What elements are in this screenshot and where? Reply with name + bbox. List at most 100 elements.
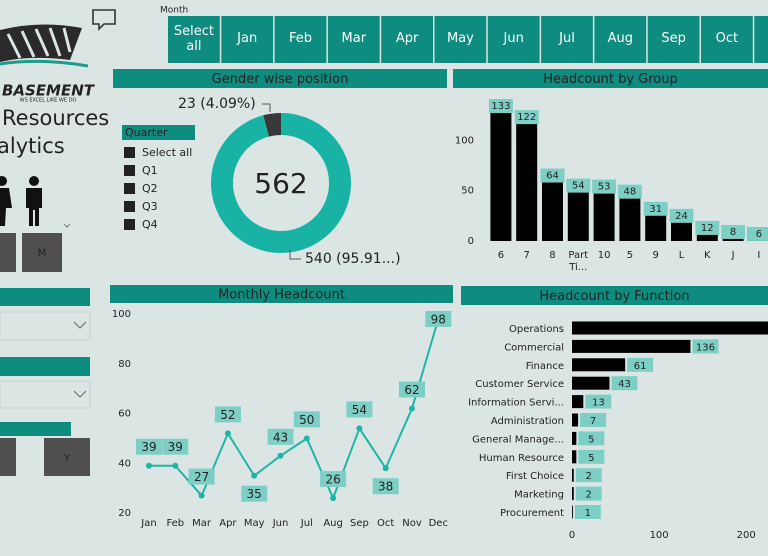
dropdown[interactable] <box>0 311 91 341</box>
value-label: 27 <box>194 470 209 484</box>
month-button <box>594 16 647 63</box>
value-label: 39 <box>141 440 156 454</box>
logo-tagline: WS EXCEL LIKE WE DO <box>20 98 77 104</box>
bar <box>572 413 579 427</box>
value-label: 122 <box>517 112 536 123</box>
donut-value-label: 540 (95.91...) <box>305 251 401 267</box>
month-button-label[interactable]: Jun <box>503 31 524 47</box>
month-button-label[interactable]: Sep <box>661 31 686 47</box>
x-tick-label: 10 <box>597 250 611 261</box>
value-label-bg <box>293 411 320 428</box>
panel-title: Monthly Headcount <box>218 288 345 303</box>
value-label-bg <box>162 438 189 455</box>
value-label-bg <box>592 179 617 194</box>
x-tick-label: Aug <box>323 518 343 529</box>
chevron <box>73 321 87 329</box>
y-tick-label: Information Servi... <box>468 398 564 409</box>
value-label-bg <box>346 401 373 418</box>
panel-header <box>453 69 768 88</box>
month-button-label[interactable]: Jan <box>237 31 258 47</box>
month-button <box>754 16 768 63</box>
value-label: 2 <box>586 490 592 501</box>
month-button-label[interactable]: Oct <box>715 31 739 47</box>
quarter-checkbox[interactable] <box>124 183 135 194</box>
month-button-label-box: Jun <box>503 31 524 47</box>
value-label: 61 <box>634 361 647 372</box>
value-label-bg <box>578 431 605 446</box>
value-label: 62 <box>404 383 419 397</box>
donut-slice <box>211 113 351 254</box>
x-tick-label: Oct <box>377 518 394 529</box>
month-button <box>381 16 433 63</box>
value-label: 7 <box>590 416 596 427</box>
x-tick-label: 0 <box>569 530 575 541</box>
y-tick-label: 100 <box>112 309 131 320</box>
quarter-checkbox[interactable] <box>124 219 135 230</box>
month-button-label[interactable]: Feb <box>288 31 312 47</box>
value-label-bg <box>643 201 668 216</box>
dropdown[interactable] <box>0 380 91 409</box>
value-label: 39 <box>168 440 183 454</box>
month-button <box>487 16 540 63</box>
gender-button[interactable] <box>22 233 62 272</box>
point <box>409 405 415 412</box>
value-label: 54 <box>352 403 367 417</box>
y-tick-label: Customer Service <box>475 379 564 390</box>
month-button-label-box: Sep <box>661 31 686 47</box>
x-tick-label: Jul <box>300 518 313 529</box>
value-label: 136 <box>696 342 715 353</box>
value-label: 2 <box>586 471 592 482</box>
month-button <box>221 16 274 63</box>
month-button-label-box: Feb <box>288 31 312 47</box>
bar <box>516 118 538 241</box>
filter-button[interactable] <box>44 438 90 476</box>
quarter-option: Q4 <box>142 218 158 231</box>
x-tick-label-box: 10 <box>597 250 611 261</box>
quarter-option: Q2 <box>142 182 158 195</box>
quarter-checkbox[interactable] <box>124 165 135 176</box>
month-button-label[interactable]: Jul <box>559 31 575 47</box>
x-tick-label-box: K <box>704 250 711 261</box>
x-tick-label: L <box>678 250 685 261</box>
x-tick-label-box: L <box>678 250 685 261</box>
value-label-bg <box>425 310 452 327</box>
x-tick-label-box: 8 <box>549 250 555 261</box>
quarter-header <box>122 125 195 140</box>
bar <box>619 192 641 241</box>
month-button-label[interactable]: Aug <box>607 31 633 47</box>
quarter-checkbox[interactable] <box>124 147 135 158</box>
bar <box>572 505 573 519</box>
gender-button[interactable] <box>0 233 16 272</box>
month-button-label[interactable]: Select all <box>173 23 214 54</box>
bar <box>671 216 692 241</box>
comment-icon[interactable] <box>92 9 116 31</box>
x-tick-label: Feb <box>166 518 184 529</box>
point <box>172 462 179 469</box>
value-label-bg <box>695 220 720 235</box>
month-button-label[interactable]: May <box>446 31 474 47</box>
y-tick-label: Human Resource <box>479 453 564 464</box>
quarter-checkbox[interactable] <box>124 201 135 212</box>
donut-center-label: 562 <box>254 167 307 200</box>
slicer-header <box>0 422 71 436</box>
gender-button-label: M <box>38 248 47 259</box>
value-label: 8 <box>730 227 736 238</box>
value-label-bg <box>574 505 601 519</box>
month-button-label[interactable]: Mar <box>341 31 367 47</box>
value-label-bg <box>188 468 215 485</box>
bar <box>572 395 584 409</box>
value-label-bg <box>721 224 746 239</box>
bar <box>645 209 667 241</box>
value-label: 64 <box>546 171 559 182</box>
value-label: 12 <box>701 223 714 234</box>
y-tick-label: Marketing <box>514 490 564 501</box>
value-label-bg <box>399 381 425 398</box>
month-button-label[interactable]: Apr <box>395 31 419 47</box>
month-button <box>647 16 700 63</box>
bar <box>572 468 574 482</box>
value-label-bg <box>575 468 602 483</box>
value-label: 50 <box>299 413 314 427</box>
value-label: 54 <box>572 181 585 192</box>
x-tick-label: 7 <box>523 250 530 261</box>
